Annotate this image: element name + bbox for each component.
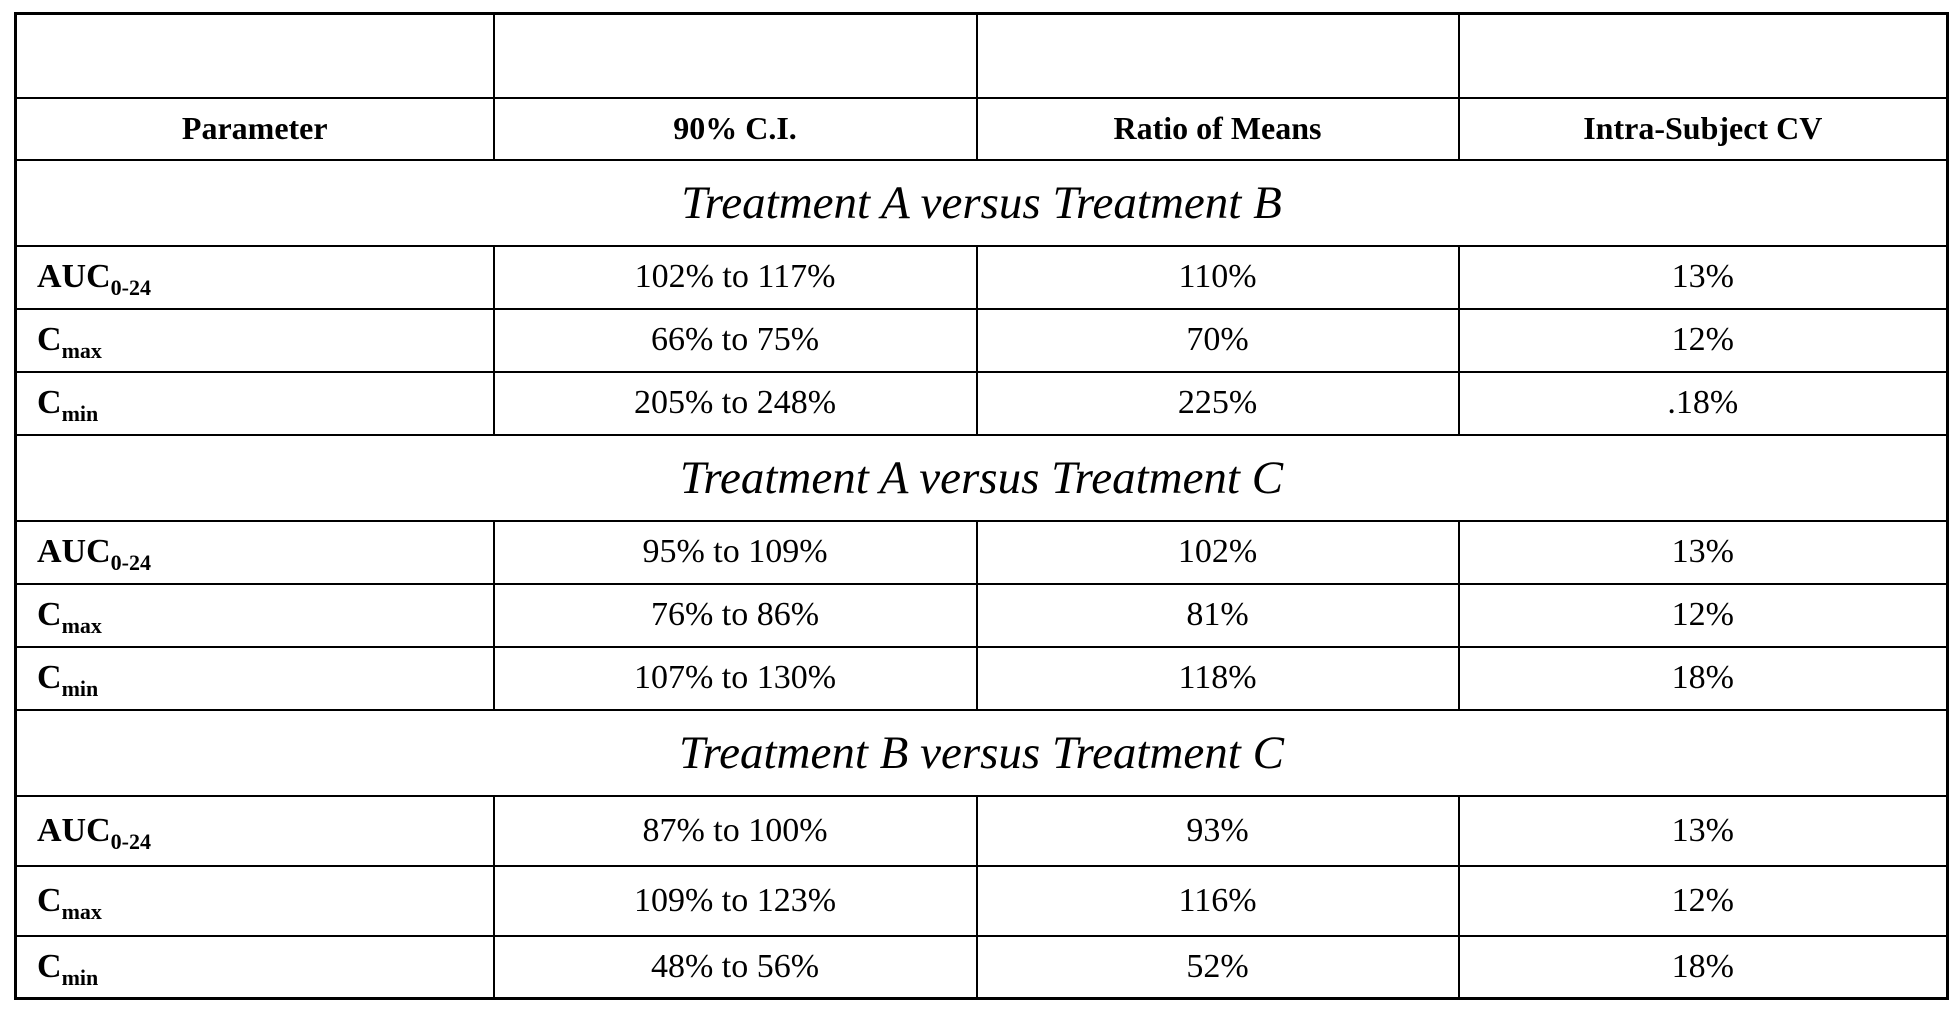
- parameter-cell: Cmin: [16, 936, 494, 999]
- ci-cell: 95% to 109%: [494, 521, 977, 584]
- header-row: Parameter 90% C.I. Ratio of Means Intra-…: [16, 98, 1948, 160]
- blank-cell: [977, 14, 1459, 98]
- parameter-cell: AUC0-24: [16, 521, 494, 584]
- ci-cell: 102% to 117%: [494, 246, 977, 309]
- ratio-cell: 118%: [977, 647, 1459, 710]
- section-row: Treatment A versus Treatment C: [16, 435, 1948, 521]
- param-main: C: [37, 882, 62, 919]
- param-main: C: [37, 659, 62, 696]
- parameter-cell: Cmax: [16, 309, 494, 372]
- table-row: AUC0-24 87% to 100% 93% 13%: [16, 796, 1948, 866]
- parameter-cell: Cmax: [16, 584, 494, 647]
- param-subscript: max: [62, 899, 102, 924]
- param-subscript: max: [62, 613, 102, 638]
- blank-cell: [16, 14, 494, 98]
- ci-cell: 87% to 100%: [494, 796, 977, 866]
- table-row: Cmin 107% to 130% 118% 18%: [16, 647, 1948, 710]
- ci-cell: 109% to 123%: [494, 866, 977, 936]
- ratio-cell: 70%: [977, 309, 1459, 372]
- blank-cell: [1459, 14, 1948, 98]
- cv-cell: 12%: [1459, 309, 1948, 372]
- ratio-cell: 110%: [977, 246, 1459, 309]
- pk-comparison-table: Parameter 90% C.I. Ratio of Means Intra-…: [14, 12, 1949, 1000]
- parameter-cell: AUC0-24: [16, 246, 494, 309]
- ratio-cell: 52%: [977, 936, 1459, 999]
- parameter-cell: Cmax: [16, 866, 494, 936]
- table-row: Cmax 109% to 123% 116% 12%: [16, 866, 1948, 936]
- cv-cell: 13%: [1459, 796, 1948, 866]
- parameter-cell: Cmin: [16, 372, 494, 435]
- param-subscript: 0-24: [111, 829, 151, 854]
- ci-cell: 66% to 75%: [494, 309, 977, 372]
- ci-cell: 76% to 86%: [494, 584, 977, 647]
- cv-cell: 12%: [1459, 866, 1948, 936]
- table-row: AUC0-24 95% to 109% 102% 13%: [16, 521, 1948, 584]
- header-ratio: Ratio of Means: [977, 98, 1459, 160]
- param-subscript: min: [62, 676, 99, 701]
- ci-cell: 205% to 248%: [494, 372, 977, 435]
- section-title: Treatment B versus Treatment C: [16, 710, 1948, 796]
- header-parameter: Parameter: [16, 98, 494, 160]
- ci-cell: 107% to 130%: [494, 647, 977, 710]
- section-row: Treatment A versus Treatment B: [16, 160, 1948, 246]
- table-row: AUC0-24 102% to 117% 110% 13%: [16, 246, 1948, 309]
- blank-top-row: [16, 14, 1948, 98]
- ratio-cell: 225%: [977, 372, 1459, 435]
- param-main: C: [37, 948, 62, 985]
- ratio-cell: 93%: [977, 796, 1459, 866]
- param-main: C: [37, 596, 62, 633]
- param-subscript: min: [62, 401, 99, 426]
- ratio-cell: 116%: [977, 866, 1459, 936]
- header-ci: 90% C.I.: [494, 98, 977, 160]
- param-main: C: [37, 384, 62, 421]
- param-subscript: 0-24: [111, 550, 151, 575]
- table-row: Cmax 66% to 75% 70% 12%: [16, 309, 1948, 372]
- table-row: Cmin 205% to 248% 225% .18%: [16, 372, 1948, 435]
- cv-cell: 13%: [1459, 246, 1948, 309]
- cv-cell: 13%: [1459, 521, 1948, 584]
- blank-cell: [494, 14, 977, 98]
- table-row: Cmax 76% to 86% 81% 12%: [16, 584, 1948, 647]
- param-main: C: [37, 321, 62, 358]
- parameter-cell: Cmin: [16, 647, 494, 710]
- param-subscript: max: [62, 338, 102, 363]
- section-row: Treatment B versus Treatment C: [16, 710, 1948, 796]
- param-main: AUC: [37, 812, 111, 849]
- param-subscript: min: [62, 965, 99, 990]
- cv-cell: 18%: [1459, 647, 1948, 710]
- param-subscript: 0-24: [111, 275, 151, 300]
- header-cv: Intra-Subject CV: [1459, 98, 1948, 160]
- param-main: AUC: [37, 533, 111, 570]
- cv-cell: 12%: [1459, 584, 1948, 647]
- param-main: AUC: [37, 258, 111, 295]
- ci-cell: 48% to 56%: [494, 936, 977, 999]
- ratio-cell: 81%: [977, 584, 1459, 647]
- ratio-cell: 102%: [977, 521, 1459, 584]
- parameter-cell: AUC0-24: [16, 796, 494, 866]
- cv-cell: .18%: [1459, 372, 1948, 435]
- section-title: Treatment A versus Treatment C: [16, 435, 1948, 521]
- cv-cell: 18%: [1459, 936, 1948, 999]
- section-title: Treatment A versus Treatment B: [16, 160, 1948, 246]
- table-row: Cmin 48% to 56% 52% 18%: [16, 936, 1948, 999]
